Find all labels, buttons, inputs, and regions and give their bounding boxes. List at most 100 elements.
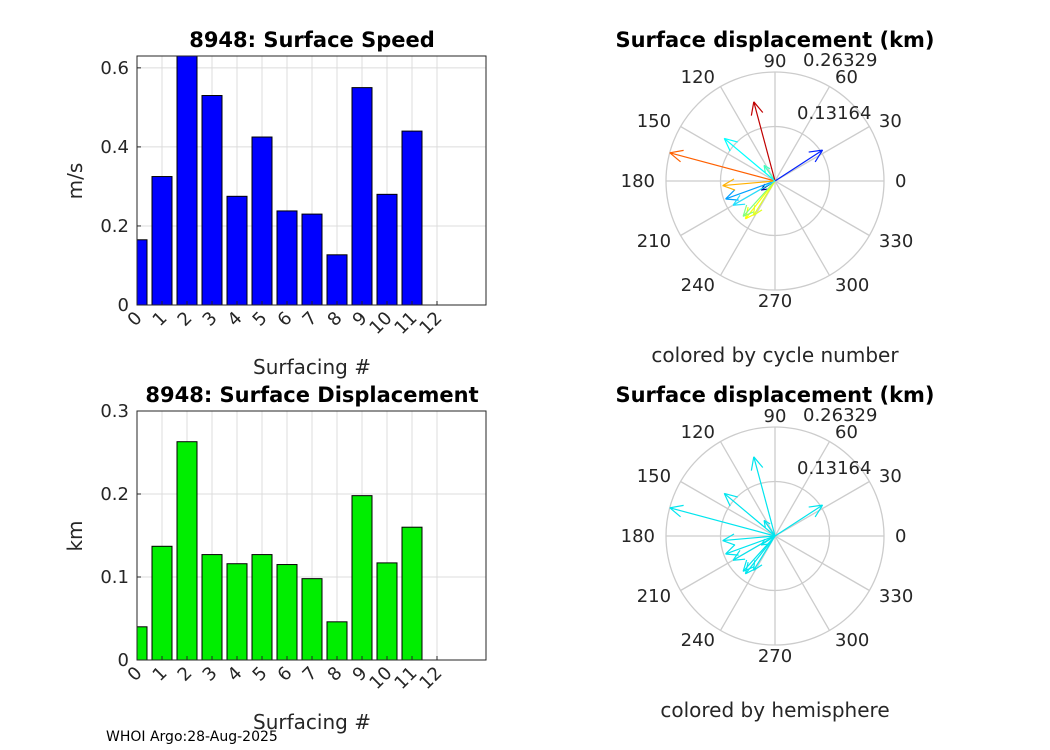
cycle-vector-5-head — [722, 185, 736, 191]
hemi-vector-2-head — [669, 504, 684, 509]
surface-speed-ylabel: m/s — [63, 163, 87, 200]
speed-bar-8 — [326, 254, 348, 306]
hemi-angle-label-270: 270 — [758, 646, 792, 667]
speed-bar-4 — [226, 195, 248, 306]
surface-displacement-ylabel: km — [63, 520, 87, 551]
hemi-vector-7 — [752, 535, 776, 571]
hemi-angle-label-120: 120 — [681, 422, 715, 443]
surface-displacement-xlabel: Surfacing # — [253, 710, 371, 734]
cycle-vector-11 — [723, 137, 776, 182]
cycle-vector-1 — [774, 149, 823, 182]
disp-ytick-label: 0.1 — [100, 567, 129, 588]
cycle-angle-label-180: 180 — [621, 171, 655, 192]
cycle-vector-10-head — [732, 203, 746, 206]
polar-cycle-caption: colored by cycle number — [651, 343, 899, 367]
speed-bar-5 — [251, 136, 273, 306]
hemi-angle-label-60: 60 — [835, 422, 858, 443]
speed-bar-1 — [151, 176, 173, 306]
cycle-vector-11-head — [723, 138, 731, 152]
cycle-angle-label-120: 120 — [681, 67, 715, 88]
surface-displacement-chart: 8948: Surface Displacement Surfacing # k… — [63, 383, 487, 734]
hemi-vector-9-head — [753, 456, 764, 468]
disp-bar-6 — [276, 564, 298, 661]
speed-ytick-label: 0.6 — [100, 58, 129, 79]
cycle-vector-9 — [753, 101, 776, 182]
cycle-ring-label: 0.13164 — [797, 103, 871, 124]
cycle-vector-3 — [725, 180, 776, 200]
disp-bar-5 — [251, 554, 273, 661]
polar-hemisphere-title: Surface displacement (km) — [615, 383, 934, 407]
hemi-vector-5 — [722, 535, 776, 542]
hemi-ring-label: 0.26329 — [803, 405, 877, 426]
disp-bar-10 — [376, 562, 398, 661]
cycle-vector-7-head — [752, 205, 756, 216]
hemi-vector-7-head — [752, 560, 756, 571]
hemi-vector-5-head — [722, 540, 736, 546]
cycle-angle-label-150: 150 — [637, 111, 671, 132]
cycle-vector-6-head — [742, 211, 755, 217]
cycle-vector-11-head — [724, 137, 738, 143]
cycle-vector-3-head — [725, 189, 736, 200]
cycle-vector-9-head — [753, 101, 764, 113]
cycle-angle-label-300: 300 — [835, 275, 869, 296]
cycle-vector-1-head — [814, 149, 824, 163]
hemi-vector-5-head — [722, 533, 735, 542]
polar-cycle-title: Surface displacement (km) — [615, 28, 934, 52]
cycle-vector-9-head — [750, 101, 755, 116]
polar-hemisphere-chart: Surface displacement (km) colored by hem… — [615, 383, 934, 722]
hemi-vector-8-head — [763, 520, 766, 528]
hemi-vector-6 — [742, 535, 776, 572]
hemi-angle-label-90: 90 — [764, 406, 787, 427]
hemi-angle-label-0: 0 — [895, 526, 906, 547]
disp-bar-4 — [226, 563, 248, 661]
cycle-angle-label-330: 330 — [879, 231, 913, 252]
hemi-angle-label-180: 180 — [621, 526, 655, 547]
speed-bar-7 — [301, 213, 323, 306]
hemi-vector-10-head — [732, 558, 746, 561]
cycle-vector-7-head — [753, 209, 763, 216]
disp-bar-11 — [401, 526, 423, 661]
hemi-vector-9 — [753, 456, 776, 537]
polar-cycle-chart: Surface displacement (km) colored by cyc… — [615, 28, 934, 367]
cycle-vector-8 — [763, 165, 776, 182]
surface-speed-xlabel: Surfacing # — [253, 355, 371, 379]
hemi-vector-1 — [774, 504, 823, 537]
cycle-vector-6 — [742, 180, 776, 217]
cycle-angle-label-270: 270 — [758, 291, 792, 312]
speed-bar-9 — [351, 87, 373, 306]
polar-hemisphere-caption: colored by hemisphere — [660, 698, 889, 722]
hemi-angle-label-150: 150 — [637, 466, 671, 487]
disp-ytick-label: 0.2 — [100, 484, 129, 505]
disp-bar-9 — [351, 495, 373, 661]
disp-bar-1 — [151, 545, 173, 661]
cycle-vector-2-head — [669, 149, 684, 154]
hemi-vector-3-head — [725, 544, 736, 555]
cycle-vector-2 — [669, 152, 776, 182]
disp-bar-0 — [136, 626, 148, 661]
speed-bar-6 — [276, 210, 298, 306]
hemi-vector-6-head — [742, 559, 748, 572]
speed-ytick-label: 0.4 — [100, 137, 129, 158]
disp-bar-7 — [301, 578, 323, 661]
cycle-vector-8-head — [763, 165, 766, 173]
cycle-vector-2-head — [669, 152, 681, 163]
hemi-vector-1-head — [808, 504, 823, 508]
disp-ytick-label: 0.3 — [100, 401, 129, 422]
cycle-angle-label-210: 210 — [637, 231, 671, 252]
cycle-vector-6-head — [742, 204, 748, 217]
hemi-vector-2-head — [669, 507, 681, 518]
hemi-ring-label: 0.13164 — [797, 458, 871, 479]
speed-bar-3 — [201, 95, 223, 306]
cycle-vector-5-head — [722, 178, 735, 187]
cycle-angle-label-30: 30 — [879, 111, 902, 132]
cycle-angle-label-60: 60 — [835, 67, 858, 88]
hemi-vector-7-head — [753, 564, 763, 571]
cycle-vector-7 — [752, 180, 776, 216]
speed-ytick-label: 0.2 — [100, 216, 129, 237]
speed-ytick-label: 0 — [118, 295, 129, 316]
cycle-vector-5 — [722, 180, 776, 187]
hemi-vector-11-head — [723, 493, 731, 507]
hemi-vector-6-head — [742, 566, 755, 572]
hemi-angle-label-210: 210 — [637, 586, 671, 607]
